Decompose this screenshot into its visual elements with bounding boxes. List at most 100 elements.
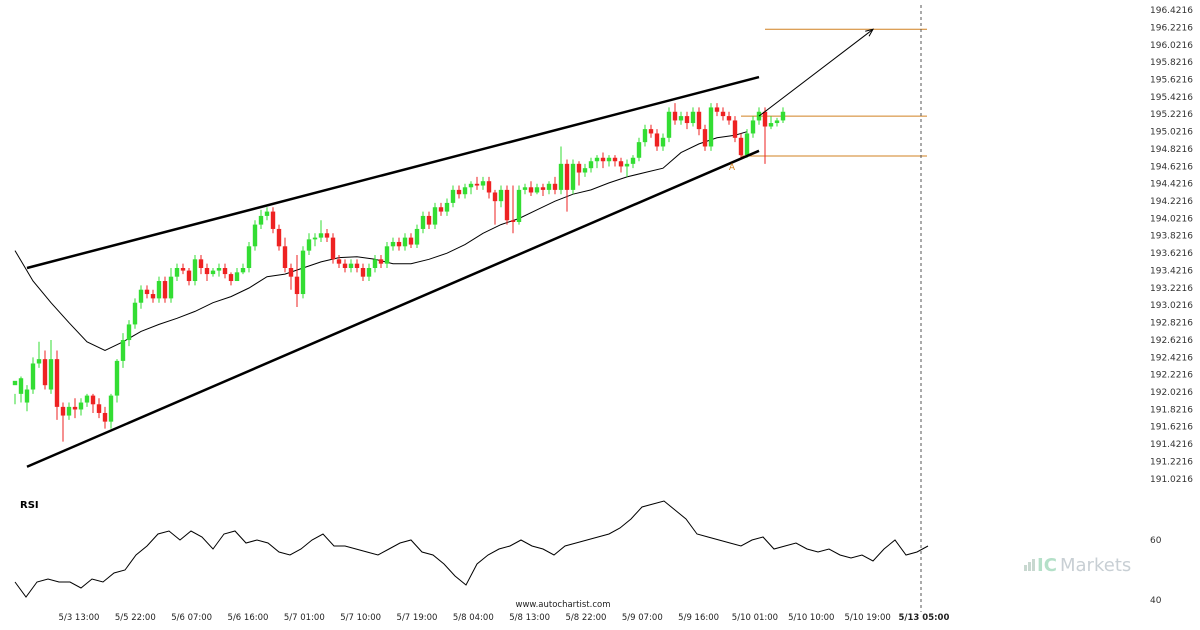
candle <box>462 183 468 199</box>
candle-body <box>84 395 90 403</box>
candle <box>264 207 270 221</box>
candle <box>204 263 210 282</box>
candle-body <box>150 294 156 299</box>
x-tick-label: 5/7 19:00 <box>397 613 438 623</box>
y-tick-label: 192.4216 <box>1150 353 1193 363</box>
candle-body <box>420 215 426 229</box>
y-tick-label: 195.8216 <box>1150 58 1193 68</box>
candle <box>240 263 246 275</box>
candle-body <box>186 270 192 282</box>
y-tick-label: 192.2216 <box>1150 371 1193 381</box>
candle-body <box>594 157 600 162</box>
candle-body <box>108 395 114 422</box>
candle-body <box>426 215 432 225</box>
candle <box>570 159 576 195</box>
candle-body <box>636 142 642 158</box>
candle <box>726 111 732 125</box>
x-tick-label: 5/10 10:00 <box>788 613 834 623</box>
candle <box>438 202 444 216</box>
candle-body <box>588 161 594 169</box>
candle-body <box>276 228 282 247</box>
x-tick-label: 5/9 16:00 <box>678 613 719 623</box>
candle-body <box>24 389 30 403</box>
candle-body <box>258 215 264 225</box>
candle <box>198 254 204 275</box>
candle <box>492 189 498 225</box>
candle-body <box>738 137 744 156</box>
candle <box>444 198 450 216</box>
candle-body <box>270 211 276 229</box>
candle-body <box>324 233 330 238</box>
y-axis-labels: 196.4216 196.2216 196.0216 195.8216 195.6216… <box>1150 6 1193 485</box>
candle-body <box>90 395 96 405</box>
candle <box>426 211 432 229</box>
y-tick-label: 191.0216 <box>1150 475 1193 485</box>
candle-body <box>222 268 228 275</box>
candle <box>396 237 402 251</box>
candle-body <box>762 111 768 127</box>
candle <box>30 357 36 394</box>
candle <box>222 263 228 279</box>
candle-body <box>768 123 774 127</box>
candle <box>660 133 666 151</box>
forecast-arrow <box>758 28 875 117</box>
candle <box>282 237 288 273</box>
candle-body <box>618 161 624 167</box>
candle-body <box>216 268 222 271</box>
candle <box>552 176 558 195</box>
candle-body <box>102 412 108 422</box>
candle <box>600 152 606 169</box>
candle-body <box>78 402 84 410</box>
candle-body <box>228 274 234 282</box>
candle <box>630 155 636 169</box>
candle <box>300 246 306 299</box>
candle-body <box>744 133 750 156</box>
candle-body <box>126 324 132 341</box>
x-tick-label: 5/3 13:00 <box>59 613 100 623</box>
candle <box>732 116 738 143</box>
candle-body <box>174 268 180 277</box>
candle <box>540 183 546 196</box>
y-tick-label: 191.2216 <box>1150 457 1193 467</box>
candle-body <box>330 237 336 260</box>
point-a-label: A <box>729 163 736 173</box>
candle-body <box>654 133 660 147</box>
y-tick-label: 195.2216 <box>1150 110 1193 120</box>
candle-body <box>138 289 144 303</box>
candle-body <box>168 276 174 299</box>
candle <box>66 402 72 420</box>
y-tick-label: 194.4216 <box>1150 180 1193 190</box>
candle <box>456 185 462 199</box>
candle <box>84 393 90 407</box>
y-tick-label: 195.0216 <box>1150 128 1193 138</box>
candle-body <box>696 111 702 130</box>
candle-body <box>612 157 618 162</box>
candle-body <box>606 157 612 162</box>
rsi-axis-labels: 60 40 <box>1150 536 1162 606</box>
candle <box>672 103 678 125</box>
candle <box>48 340 54 394</box>
candle-body <box>252 224 258 247</box>
candle-body <box>378 259 384 264</box>
candle-body <box>498 189 504 202</box>
candle-body <box>414 228 420 245</box>
y-tick-label: 191.8216 <box>1150 405 1193 415</box>
x-tick-label: 5/8 04:00 <box>453 613 494 623</box>
candle <box>132 298 138 329</box>
candle-body <box>642 129 648 143</box>
candle-body <box>540 187 546 190</box>
candle-body <box>624 163 630 167</box>
candle <box>690 107 696 127</box>
candle-body <box>648 129 654 134</box>
candle-body <box>390 241 396 247</box>
candle <box>486 176 492 199</box>
candle <box>372 254 378 273</box>
candle <box>216 263 222 277</box>
candle <box>96 398 102 419</box>
candle-body <box>564 163 570 190</box>
x-tick-label: 5/10 19:00 <box>844 613 890 623</box>
candle-body <box>720 111 726 117</box>
x-axis-labels: 5/3 13:00 5/5 22:00 5/6 07:00 5/6 16:00 5/7 … <box>59 613 950 623</box>
candle-body <box>294 276 300 295</box>
candle <box>594 155 600 169</box>
